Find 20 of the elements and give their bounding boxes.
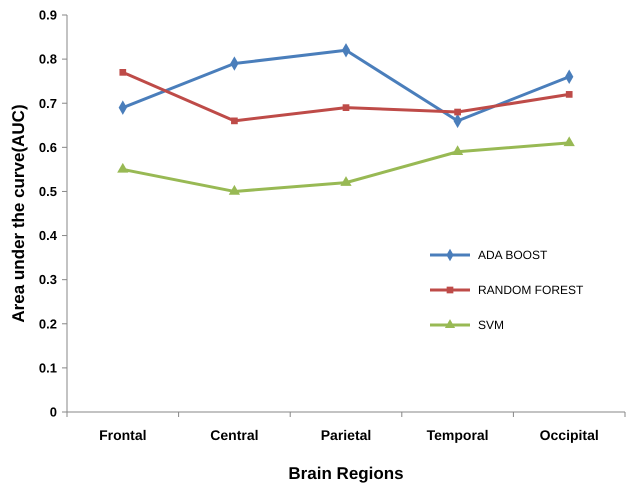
x-tick-label: Central	[210, 427, 259, 443]
x-tick-label: Parietal	[320, 427, 372, 443]
y-tick-label: 0	[50, 404, 57, 420]
x-tick-label: Frontal	[99, 427, 147, 443]
x-tick-label: Occipital	[540, 427, 599, 443]
y-tick-label: 0.3	[38, 272, 57, 288]
y-axis-title: Area under the curve(AUC)	[9, 104, 28, 323]
y-tick-label: 0.5	[38, 184, 57, 199]
y-tick-label: 0.9	[38, 8, 57, 23]
y-tick-label: 0.7	[38, 96, 57, 111]
y-tick-label: 0.8	[38, 52, 57, 67]
y-tick-label: 0.2	[38, 316, 57, 332]
legend-label: SVM	[478, 318, 504, 332]
x-tick-label: Temporal	[426, 427, 489, 443]
y-tick-label: 0.4	[38, 228, 58, 244]
y-tick-label: 0.6	[38, 140, 57, 155]
legend-label: ADA BOOST	[478, 248, 548, 262]
y-tick-label: 0.1	[38, 360, 57, 376]
legend-label: RANDOM FOREST	[478, 283, 584, 298]
x-axis-title: Brain Regions	[288, 464, 404, 483]
